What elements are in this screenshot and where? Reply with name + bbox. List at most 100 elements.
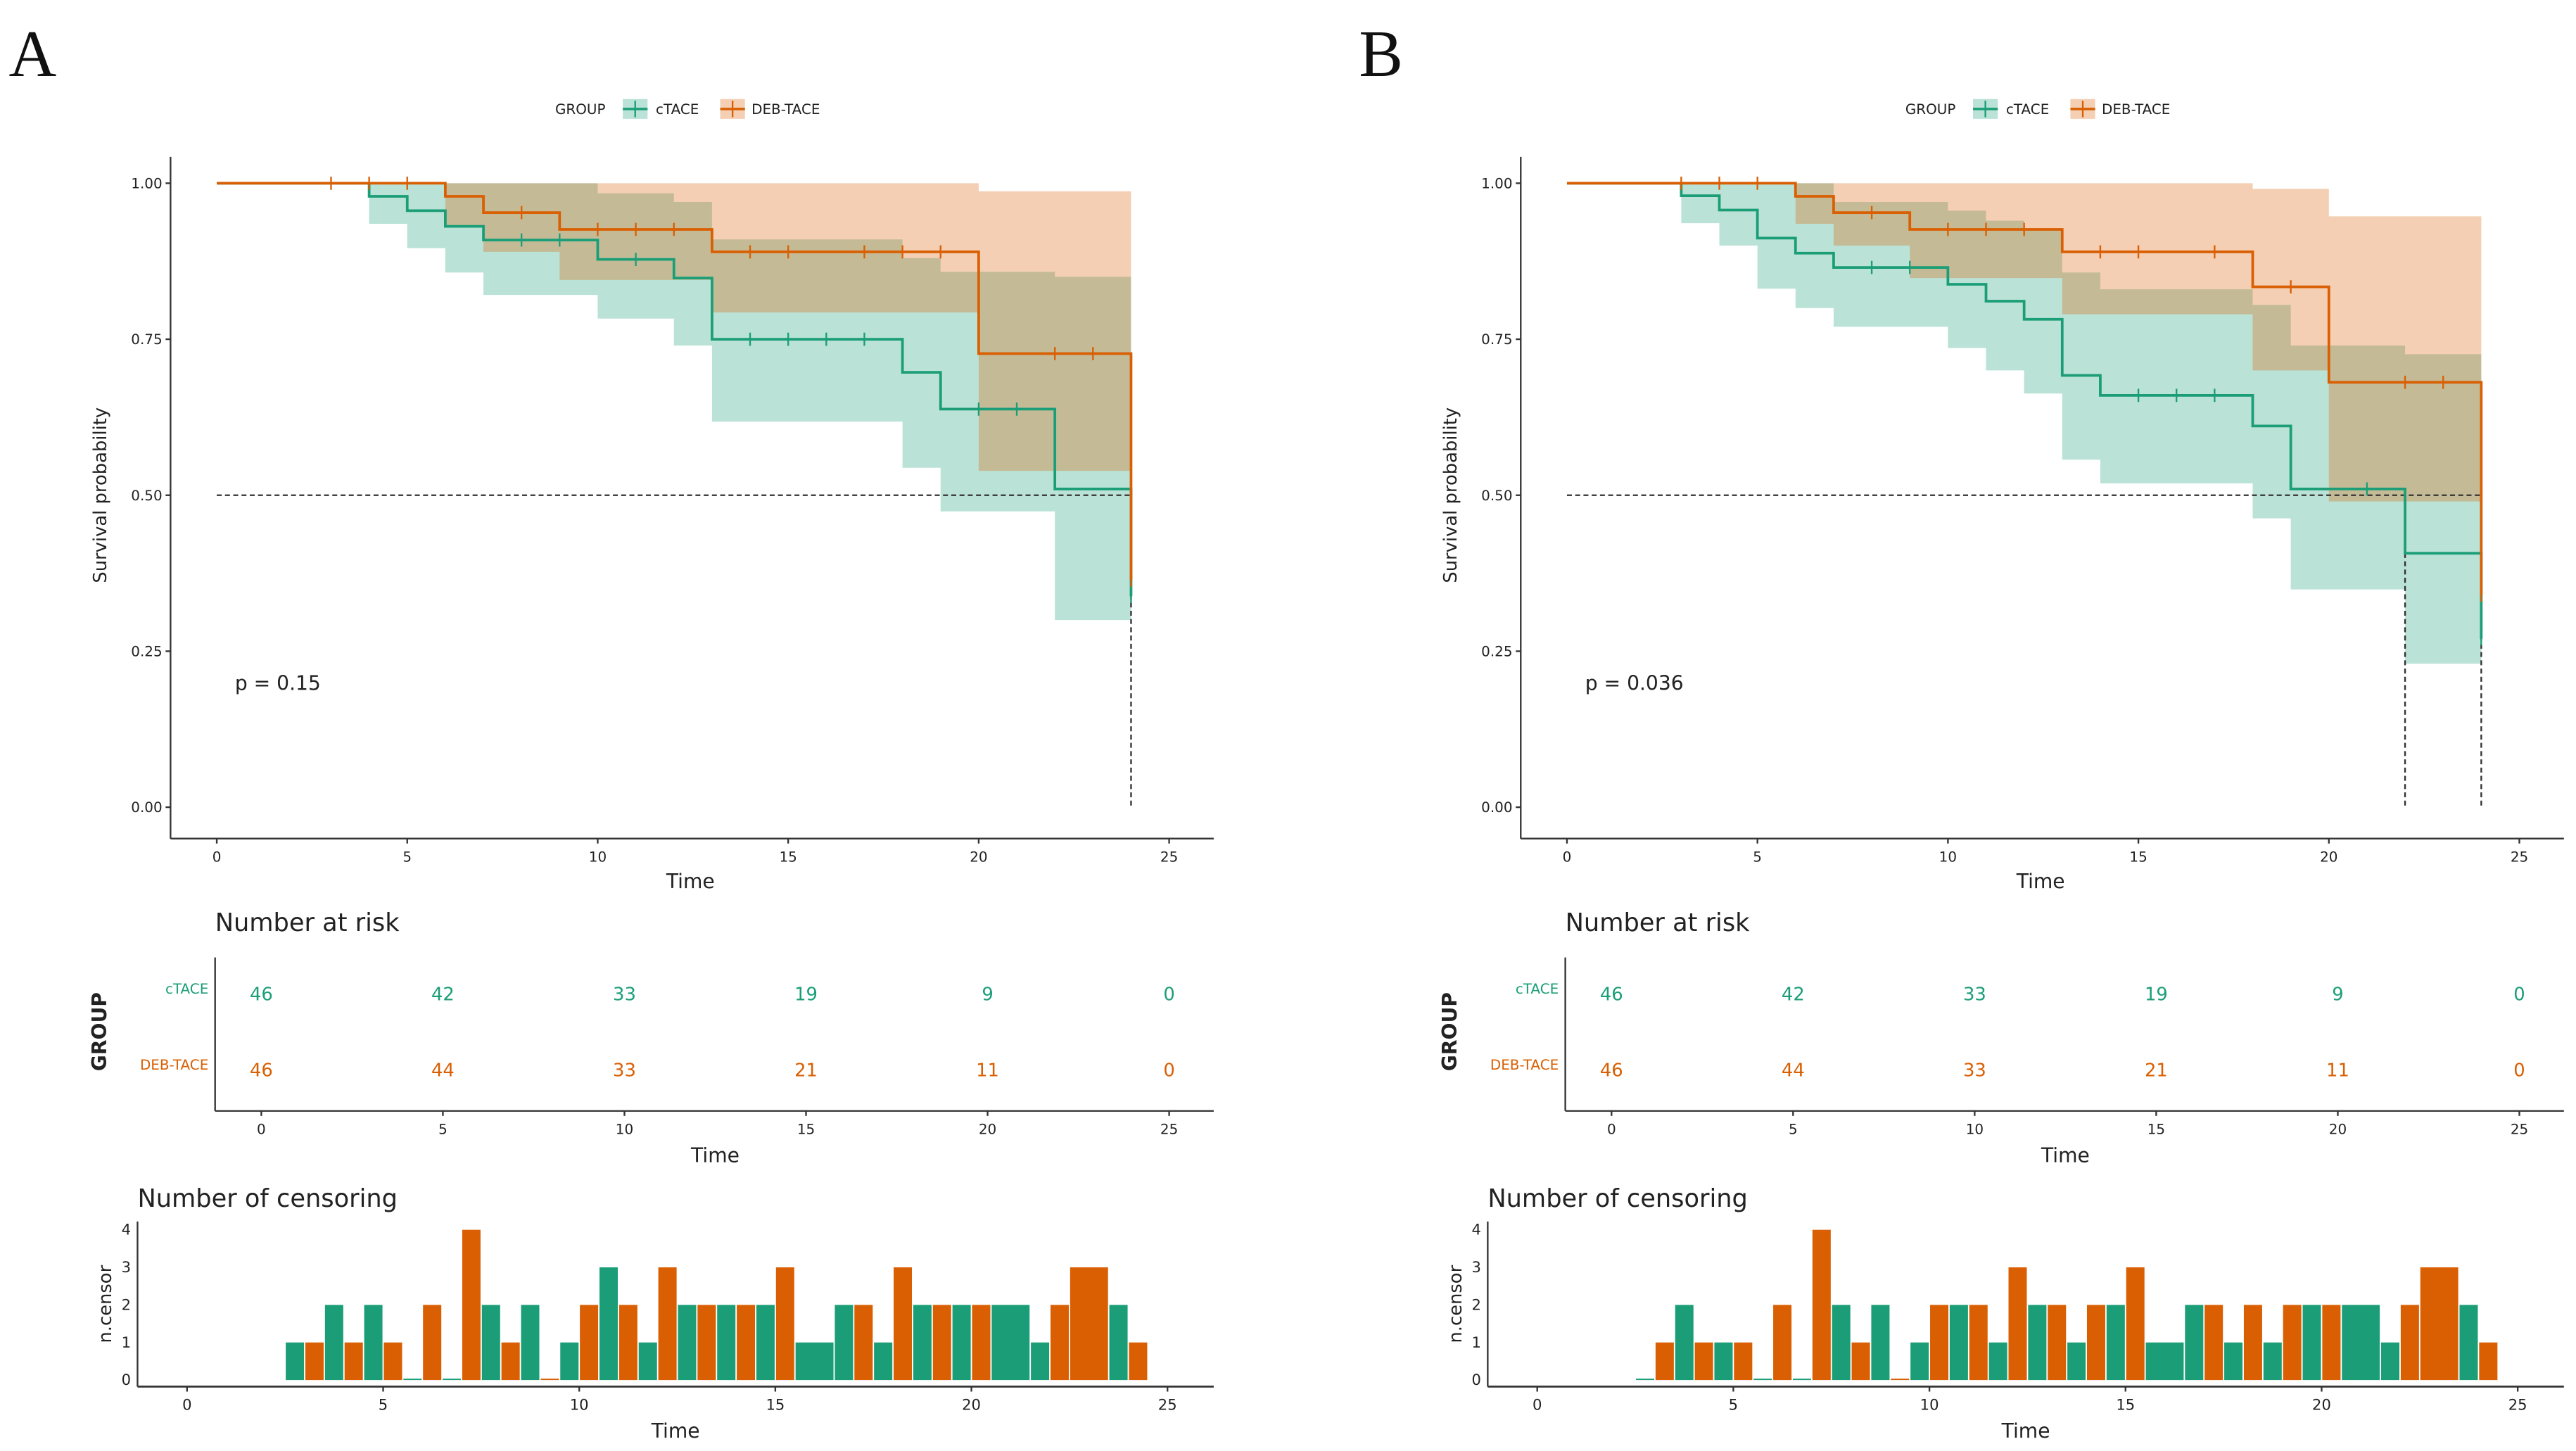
risk-x-tick-label: 10 [1966,1122,1984,1138]
censor-bar-deb-tace [932,1305,951,1381]
y-tick-label: 0.00 [1481,799,1512,816]
risk-count: 44 [431,1060,455,1081]
x-tick-label: 10 [589,849,607,866]
censor-bar-deb-tace [775,1267,794,1381]
censor-bar-ctace [678,1305,697,1381]
risk-count: 21 [2145,1060,2168,1081]
censor-x-tick-label: 15 [2116,1395,2135,1413]
censor-x-tick-label: 10 [1920,1395,1939,1413]
censor-bar-deb-tace [2008,1267,2027,1381]
censoring-plot: Number of censoring 0 1 2 3 4 0 5 10 15 20 25 Time n.… [95,1184,1214,1443]
x-tick-label: 25 [1160,849,1178,866]
risk-table: Number at risk cTACE 46 42 33 19 9 0 DEB-TACE 46 4… [1438,908,2564,1167]
y-tick-label: 0.25 [131,643,162,659]
censor-y-tick-label: 3 [122,1258,131,1276]
risk-group-label: DEB-TACE [140,1057,208,1073]
censor-bar-ctace [521,1305,540,1381]
x-tick-label: 20 [970,849,987,866]
risk-count: 0 [1163,1060,1174,1081]
risk-count: 21 [794,1060,818,1081]
legend-label: DEB-TACE [2102,101,2170,118]
censor-bar-deb-tace [2204,1305,2223,1381]
censor-y-tick-label: 3 [1472,1258,1481,1276]
censor-bar-deb-tace [1655,1342,1674,1381]
censor-bar-ctace [443,1379,462,1381]
censor-bar-ctace [1753,1379,1772,1381]
censor-bar-deb-tace [737,1305,756,1381]
censoring-title: Number of censoring [137,1184,398,1213]
censor-x-tick-label: 25 [1158,1395,1177,1413]
censor-bar-ctace [324,1305,343,1381]
y-tick-label: 0.00 [131,799,162,816]
risk-x-tick-label: 0 [257,1122,266,1138]
y-axis-title: Survival probability [90,407,111,583]
legend-title: GROUP [555,101,606,118]
censor-bar-deb-tace [344,1342,363,1381]
censor-bar-ctace [2145,1342,2184,1381]
y-tick-label: 1.00 [1481,175,1512,191]
censor-bar-ctace [2302,1305,2321,1381]
censor-x-tick-label: 10 [570,1395,589,1413]
risk-count: 0 [2513,984,2525,1006]
censor-x-tick-label: 0 [1533,1395,1542,1413]
censor-bar-ctace [756,1305,775,1381]
survival-curve-ctace [1566,182,2483,639]
risk-count: 33 [613,984,636,1006]
censor-bar-ctace [1792,1379,1811,1381]
x-axis-title: Time [666,870,715,893]
panel-label: A [8,18,56,91]
risk-y-axis-title: GROUP [1438,992,1461,1071]
censor-bar-deb-tace [1930,1305,1949,1381]
censor-x-tick-label: 0 [182,1395,191,1413]
censor-x-tick-label: 25 [2508,1395,2527,1413]
censor-bar-deb-tace [1812,1229,1831,1381]
censor-bar-deb-tace [618,1305,637,1381]
censor-bar-ctace [913,1305,932,1381]
censor-bar-ctace [1675,1305,1694,1381]
censor-bar-ctace [1636,1379,1654,1381]
censor-bar-deb-tace [2048,1305,2067,1381]
x-tick-label: 20 [2320,849,2337,866]
risk-x-tick-label: 5 [438,1122,448,1138]
survival-curve-deb-tace [1566,182,2483,595]
censor-y-axis-title: n.censor [1445,1265,1466,1343]
risk-x-axis-title: Time [2041,1143,2090,1167]
risk-count: 33 [1963,984,1986,1006]
censor-bar-deb-tace [1050,1305,1069,1381]
risk-count: 44 [1782,1060,1805,1081]
censor-bar-ctace [874,1342,893,1381]
risk-table-title: Number at risk [1566,908,1751,937]
survival-plot: 0.00 0.25 0.50 0.75 1.00 0 5 10 15 20 25 Time Surviv… [1440,156,2564,893]
censor-y-tick-label: 4 [1472,1221,1481,1238]
risk-group-label: DEB-TACE [1490,1057,1559,1073]
x-tick-label: 10 [1939,849,1957,866]
censor-bar-deb-tace [854,1305,873,1381]
x-tick-label: 0 [212,849,222,866]
censor-y-tick-label: 2 [122,1295,131,1313]
censor-bar-deb-tace [423,1305,442,1381]
censor-x-tick-label: 20 [962,1395,981,1413]
censor-bar-ctace [1949,1305,1968,1381]
risk-count: 19 [2145,984,2168,1006]
censor-y-tick-label: 0 [122,1371,131,1388]
risk-count: 42 [1782,984,1805,1006]
censor-bar-ctace [286,1342,305,1381]
censor-bar-deb-tace [501,1342,520,1381]
risk-x-tick-label: 0 [1607,1122,1616,1138]
risk-table-title: Number at risk [215,908,400,937]
censor-bar-ctace [795,1342,834,1381]
censor-bar-deb-tace [1694,1342,1713,1381]
ci-band-ctace [1566,183,2482,664]
risk-count: 33 [613,1060,636,1081]
censor-bar-ctace [2263,1342,2282,1381]
legend-label: cTACE [2006,101,2049,118]
censor-bar-ctace [2067,1342,2086,1381]
x-tick-label: 15 [779,849,797,866]
censor-bar-ctace [1871,1305,1890,1381]
y-tick-label: 0.50 [131,488,162,504]
risk-count: 46 [1600,1060,1623,1081]
risk-count: 0 [2513,1060,2525,1081]
censor-bar-ctace [952,1305,971,1381]
censor-y-tick-label: 1 [1472,1333,1481,1351]
risk-count: 9 [982,984,993,1006]
